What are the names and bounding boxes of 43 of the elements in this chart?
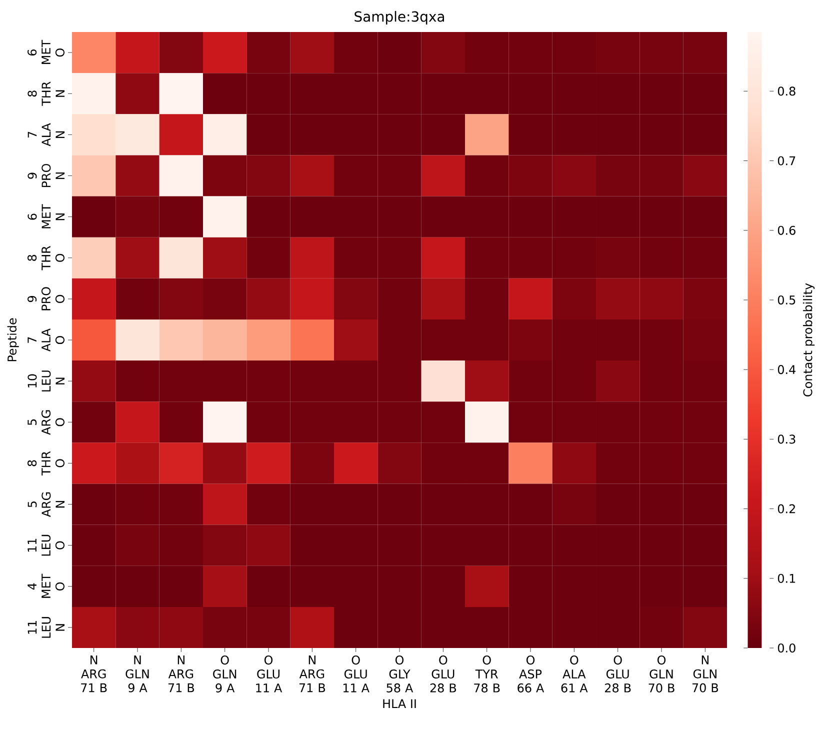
- y-tick-label: 9 PRO N: [28, 164, 64, 188]
- x-tick-label: N ARG 71 B: [299, 656, 326, 692]
- x-tick-label: O GLN 70 B: [648, 656, 674, 692]
- y-tick-label: 8 THR N: [28, 82, 64, 106]
- x-tick-label: O GLU 11 A: [343, 656, 370, 692]
- y-tick-label: 11 LEU N: [28, 617, 64, 638]
- y-tick-label: 6 MET N: [28, 204, 64, 228]
- color-bar-label: 0.0: [778, 643, 796, 653]
- y-tick-label: 6 MET O: [28, 40, 64, 64]
- color-bar-label: 0.4: [778, 365, 796, 374]
- color-bar-label: 0.7: [778, 156, 796, 166]
- y-tick-label: 10 LEU N: [28, 370, 64, 392]
- x-tick-label: O GLU 28 B: [430, 656, 456, 692]
- y-tick-label: 5 ARG N: [28, 492, 64, 518]
- x-tick-label: O TYR 78 B: [474, 656, 500, 692]
- y-tick-label: 8 THR O: [28, 451, 64, 476]
- x-tick-label: O ASP 66 A: [518, 656, 544, 692]
- y-tick-label: 7 ALA N: [28, 123, 64, 146]
- x-tick-label: N GLN 9 A: [126, 656, 149, 692]
- y-tick-label: 11 LEU O: [28, 534, 64, 556]
- y-tick-label: 4 MET O: [28, 574, 64, 598]
- color-bar-label: 0.5: [778, 295, 796, 304]
- x-tick-label: O GLU 11 A: [256, 656, 282, 692]
- y-tick-label: 5 ARG O: [28, 410, 64, 435]
- x-tick-label: O GLU 28 B: [605, 656, 631, 692]
- y-axis-title: Peptide: [7, 318, 19, 362]
- x-tick-label: O ALA 61 A: [561, 656, 588, 692]
- color-bar-title: Contact probability: [803, 283, 815, 396]
- x-axis-title: HLA II: [383, 699, 416, 708]
- x-tick-label: N GLN 70 B: [692, 656, 718, 692]
- x-tick-label: N ARG 71 B: [81, 656, 107, 692]
- color-bar-label: 0.6: [778, 226, 796, 235]
- x-tick-label: O GLY 58 A: [386, 656, 414, 692]
- y-tick-label: 7 ALA O: [28, 328, 64, 352]
- color-bar-label: 0.3: [778, 434, 796, 444]
- x-tick-label: N ARG 71 B: [168, 656, 194, 692]
- color-bar-label: 0.1: [778, 574, 796, 583]
- y-tick-label: 8 THR O: [28, 246, 64, 270]
- x-tick-label: O GLN 9 A: [213, 656, 236, 692]
- chart-title: Sample:3qxa: [354, 11, 444, 25]
- y-tick-label: 9 PRO O: [28, 287, 64, 310]
- color-bar-label: 0.2: [778, 504, 795, 514]
- color-bar-label: 0.8: [778, 86, 796, 96]
